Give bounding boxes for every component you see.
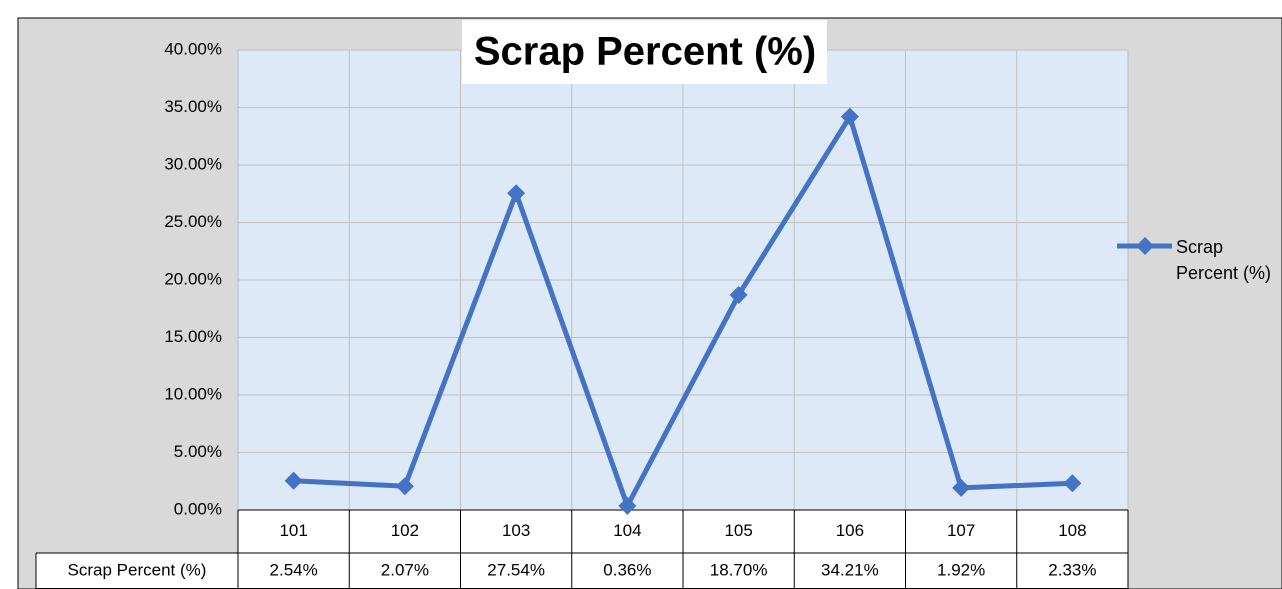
table-value: 2.07% <box>381 560 429 579</box>
x-tick-label: 102 <box>391 521 419 540</box>
x-tick-label: 107 <box>947 521 975 540</box>
marker <box>952 478 971 497</box>
table-value: 18.70% <box>710 560 768 579</box>
x-tick-label: 108 <box>1058 521 1086 540</box>
marker <box>840 107 859 126</box>
y-tick-label: 35.00% <box>164 97 222 116</box>
table-value: 0.36% <box>603 560 651 579</box>
table-value: 2.33% <box>1048 560 1096 579</box>
y-tick-label: 0.00% <box>174 499 222 518</box>
y-tick-label: 20.00% <box>164 269 222 288</box>
marker <box>284 471 303 490</box>
table-bg <box>36 553 1128 589</box>
marker <box>395 477 414 496</box>
legend-marker <box>1136 237 1154 255</box>
x-tick-label: 105 <box>724 521 752 540</box>
marker <box>618 496 637 515</box>
chart-title: Scrap Percent (%) <box>474 30 816 74</box>
y-tick-label: 25.00% <box>164 212 222 231</box>
title-box <box>462 20 827 84</box>
x-tick-label: 103 <box>502 521 530 540</box>
y-tick-label: 30.00% <box>164 154 222 173</box>
table-value: 1.92% <box>937 560 985 579</box>
x-tick-label: 104 <box>613 521 641 540</box>
y-tick-label: 40.00% <box>164 39 222 58</box>
table-value: 34.21% <box>821 560 879 579</box>
table-row-header: Scrap Percent (%) <box>68 560 207 579</box>
y-tick-label: 10.00% <box>164 384 222 403</box>
line <box>293 114 1073 509</box>
x-tick-label: 101 <box>279 521 307 540</box>
table-value: 2.54% <box>270 560 318 579</box>
marker <box>1063 474 1082 493</box>
x-tick-label: 106 <box>836 521 864 540</box>
legend-label: Scrap Percent (%) <box>1176 237 1272 283</box>
marker <box>507 184 526 203</box>
table-value: 27.54% <box>487 560 545 579</box>
y-tick-label: 5.00% <box>174 442 222 461</box>
marker <box>729 285 748 304</box>
y-tick-label: 15.00% <box>164 327 222 346</box>
